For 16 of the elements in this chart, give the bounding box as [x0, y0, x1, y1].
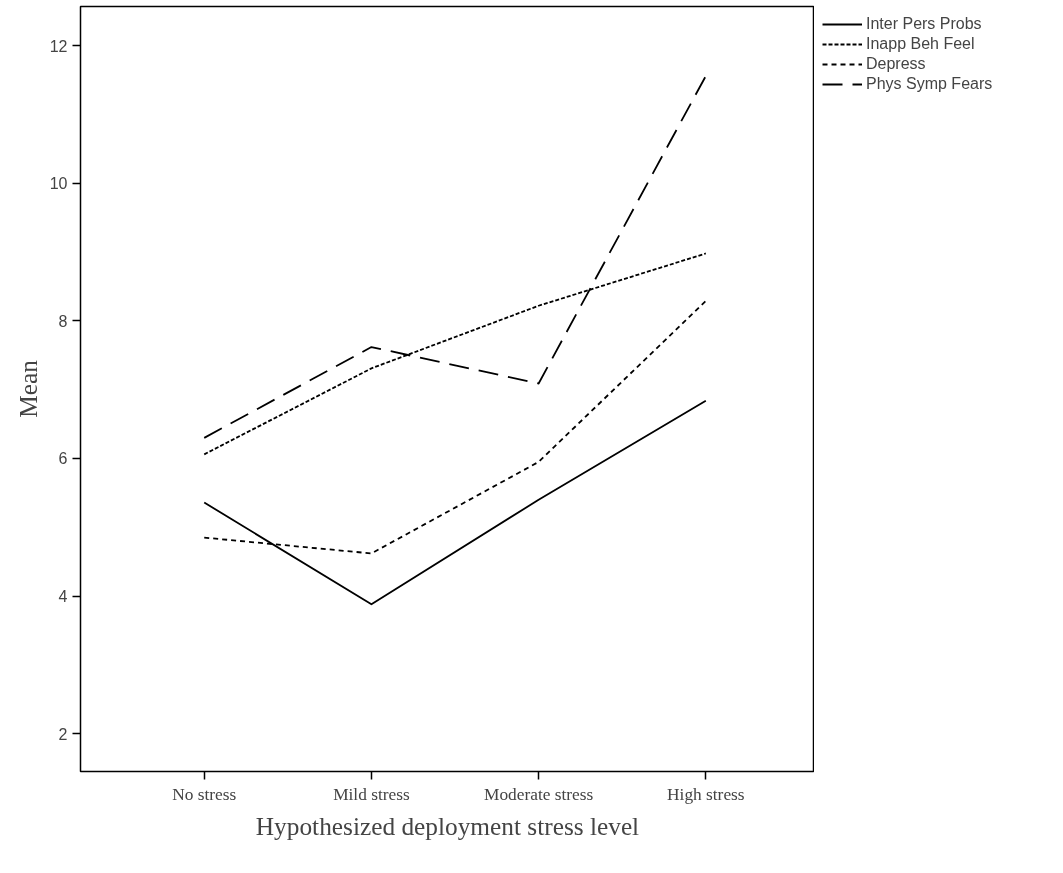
x-tick-label: No stress — [172, 784, 237, 804]
legend-label: Inter Pers Probs — [866, 15, 982, 33]
x-tick-label: Mild stress — [333, 784, 410, 804]
y-tick-label: 4 — [58, 588, 68, 606]
legend-label: Phys Symp Fears — [866, 75, 993, 93]
x-tick-label: Moderate stress — [484, 784, 594, 804]
y-tick-label: 10 — [49, 175, 68, 193]
x-tick-label: High stress — [667, 784, 745, 804]
legend-label: Inapp Beh Feel — [866, 35, 975, 53]
y-tick-label: 6 — [58, 450, 68, 468]
y-tick-label: 12 — [49, 37, 68, 55]
y-axis-title: Mean — [13, 359, 42, 418]
y-tick-label: 8 — [58, 312, 68, 330]
legend-label: Depress — [866, 55, 926, 73]
x-axis-title: Hypothesized deployment stress level — [255, 811, 640, 840]
y-tick-label: 2 — [58, 725, 68, 743]
